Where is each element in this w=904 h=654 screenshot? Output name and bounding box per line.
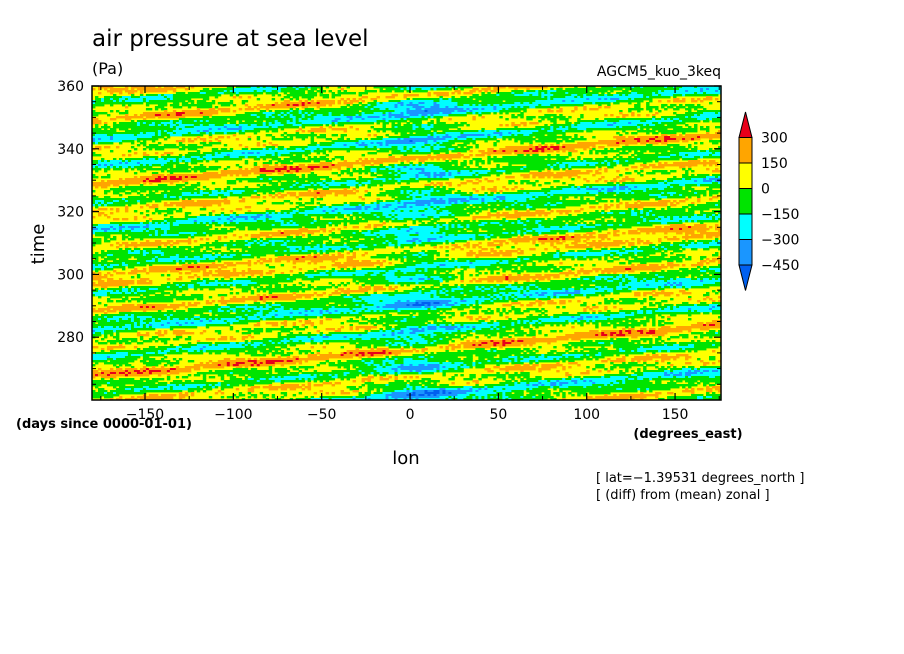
colorbar-segment — [738, 137, 753, 164]
x-tick-label: −50 — [307, 407, 337, 423]
colorbar-label: 150 — [761, 156, 788, 172]
colorbar-segment — [738, 213, 753, 240]
chart-units: (Pa) — [92, 59, 123, 78]
x-tick-label: −150 — [126, 407, 164, 423]
axis-ticks: −150 −100 −50 0 50 100 150 280 300 320 340 360 — [57, 79, 721, 423]
colorbar-cap-bottom — [738, 264, 753, 291]
colorbar-segment — [738, 188, 753, 215]
y-tick-label: 300 — [57, 267, 84, 283]
colorbar: 300 150 0 −150 −300 −450 — [738, 111, 799, 291]
colorbar-label: −150 — [761, 207, 799, 223]
y-tick-label: 340 — [57, 142, 84, 158]
colorbar-segment — [738, 162, 753, 189]
model-label: AGCM5_kuo_3keq — [597, 64, 721, 80]
y-axis-label: time — [28, 224, 49, 265]
note-latitude: [ lat=−1.39531 degrees_north ] — [596, 471, 804, 486]
y-tick-label: 360 — [57, 79, 84, 95]
x-axis-units: (degrees_east) — [633, 427, 742, 442]
heatmap-field — [92, 86, 721, 400]
note-diff: [ (diff) from (mean) zonal ] — [596, 488, 770, 503]
x-tick-label: −100 — [214, 407, 252, 423]
y-tick-label: 280 — [57, 330, 84, 346]
x-tick-label: 50 — [489, 407, 507, 423]
colorbar-label: 300 — [761, 131, 788, 147]
x-tick-label: 0 — [406, 407, 415, 423]
x-tick-label: 150 — [662, 407, 689, 423]
colorbar-segment — [738, 239, 753, 266]
chart-title: air pressure at sea level — [92, 26, 369, 52]
colorbar-label: −450 — [761, 258, 799, 274]
y-tick-label: 320 — [57, 205, 84, 221]
x-tick-label: 100 — [573, 407, 600, 423]
x-axis-label: lon — [392, 448, 419, 469]
y-axis-units: (days since 0000-01-01) — [16, 417, 192, 432]
colorbar-label: 0 — [761, 182, 770, 198]
colorbar-label: −300 — [761, 233, 799, 249]
colorbar-cap-top — [738, 111, 753, 138]
